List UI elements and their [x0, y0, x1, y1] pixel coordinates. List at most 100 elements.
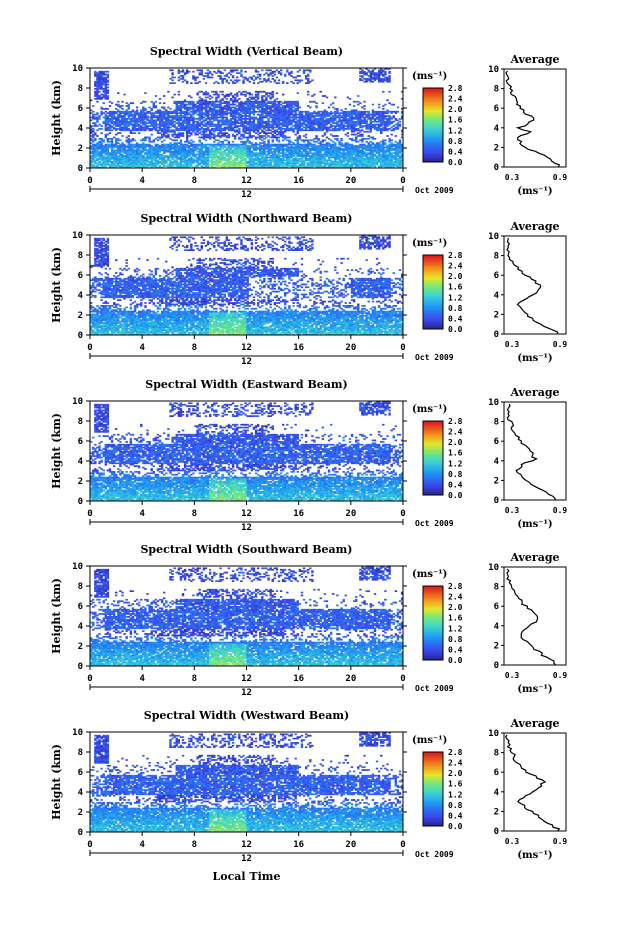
heatmap-cell: [336, 109, 339, 112]
heatmap-cell: [273, 70, 277, 73]
heatmap-cell: [121, 163, 124, 166]
heatmap-cell: [110, 138, 114, 140]
heatmap-cell: [302, 153, 306, 156]
heatmap-cell: [296, 158, 299, 160]
heatmap-cell: [233, 118, 237, 120]
heatmap-cell: [181, 165, 185, 167]
heatmap-cell: [192, 109, 195, 112]
heatmap-cell: [290, 116, 293, 119]
heatmap-cell: [125, 155, 128, 157]
heatmap-cell: [244, 125, 247, 127]
heatmap-cell: [185, 160, 189, 163]
heatmap-cell: [106, 153, 110, 156]
heatmap-cell: [334, 110, 337, 113]
heatmap-cell: [229, 119, 233, 122]
heatmap-cell: [175, 143, 178, 146]
heatmap-cell: [240, 109, 243, 112]
heatmap-cell: [104, 133, 107, 136]
heatmap-cell: [267, 166, 270, 169]
heatmap-cell: [317, 158, 320, 160]
heatmap-cell: [198, 129, 201, 132]
heatmap-cell: [259, 126, 262, 129]
heatmap-cell: [104, 116, 107, 119]
heatmap-cell: [240, 100, 243, 103]
heatmap-cell: [202, 92, 206, 95]
heatmap-cell: [348, 156, 352, 159]
heatmap-cell: [196, 163, 199, 166]
heatmap-cell: [127, 129, 130, 132]
heatmap-cell: [284, 119, 287, 122]
heatmap-cell: [309, 160, 312, 163]
heatmap-cell: [219, 130, 222, 133]
heatmap-cell: [165, 156, 168, 159]
heatmap-cell: [365, 130, 368, 133]
heatmap-cell: [254, 90, 258, 93]
heatmap-cell: [281, 93, 285, 96]
heatmap-cell: [261, 96, 264, 99]
heatmap-cell: [298, 165, 302, 167]
heatmap-cell: [177, 132, 181, 135]
heatmap-cell: [146, 165, 149, 167]
heatmap-cell: [204, 136, 208, 139]
heatmap-cell: [100, 163, 103, 166]
heatmap-cell: [123, 150, 126, 153]
heatmap-cell: [313, 120, 316, 123]
heatmap-cell: [317, 139, 320, 142]
heatmap-cell: [137, 146, 141, 149]
heatmap-cell: [175, 153, 178, 156]
heatmap-cell: [348, 126, 352, 129]
heatmap-cell: [160, 106, 164, 109]
heatmap-cell: [217, 156, 220, 159]
heatmap-cell: [227, 148, 231, 150]
heatmap-cell: [165, 135, 168, 137]
heatmap-cell: [298, 159, 302, 162]
heatmap-cell: [277, 150, 281, 153]
heatmap-cell: [248, 80, 251, 83]
heatmap-cell: [206, 166, 210, 169]
heatmap-cell: [296, 165, 299, 167]
heatmap-cell: [248, 123, 251, 126]
heatmap-cell: [269, 92, 272, 95]
heatmap-cell: [208, 113, 212, 116]
heatmap-cell: [261, 156, 264, 159]
heatmap-cell: [256, 95, 260, 97]
heatmap-cell: [256, 76, 260, 79]
heatmap-cell: [298, 143, 302, 146]
heatmap-cell: [277, 149, 281, 152]
heatmap-cell: [298, 119, 302, 122]
heatmap-cell: [133, 120, 137, 123]
heatmap-cell: [96, 162, 99, 165]
heatmap-cell: [223, 122, 226, 125]
heatmap-cell: [106, 83, 110, 86]
heatmap-cell: [142, 129, 145, 132]
heatmap-cell: [273, 119, 277, 122]
heatmap-cell: [344, 166, 347, 169]
heatmap-cell: [106, 122, 110, 125]
heatmap-cell: [215, 96, 218, 99]
heatmap-cell: [165, 118, 168, 120]
heatmap-cell: [171, 152, 174, 155]
heatmap-cell: [240, 158, 243, 160]
heatmap-cell: [321, 123, 325, 126]
heatmap-cell: [219, 135, 222, 137]
heatmap-cell: [269, 113, 272, 116]
heatmap-cell: [152, 146, 155, 149]
heatmap-cell: [154, 153, 158, 156]
heatmap-cell: [288, 73, 291, 76]
heatmap-cell: [307, 115, 310, 117]
heatmap-cell: [296, 160, 299, 163]
heatmap-cell: [190, 145, 193, 147]
heatmap-cell: [346, 160, 350, 163]
heatmap-cell: [196, 109, 199, 112]
heatmap-cell: [119, 162, 122, 165]
heatmap-cell: [265, 145, 268, 147]
heatmap-cell: [213, 146, 216, 149]
heatmap-cell: [329, 139, 333, 142]
heatmap-cell: [202, 138, 206, 140]
heatmap-cell: [250, 126, 254, 129]
heatmap-cell: [100, 113, 103, 116]
heatmap-cell: [315, 160, 318, 163]
heatmap-cell: [225, 116, 229, 119]
heatmap-cell: [263, 142, 266, 145]
heatmap-cell: [281, 105, 285, 107]
